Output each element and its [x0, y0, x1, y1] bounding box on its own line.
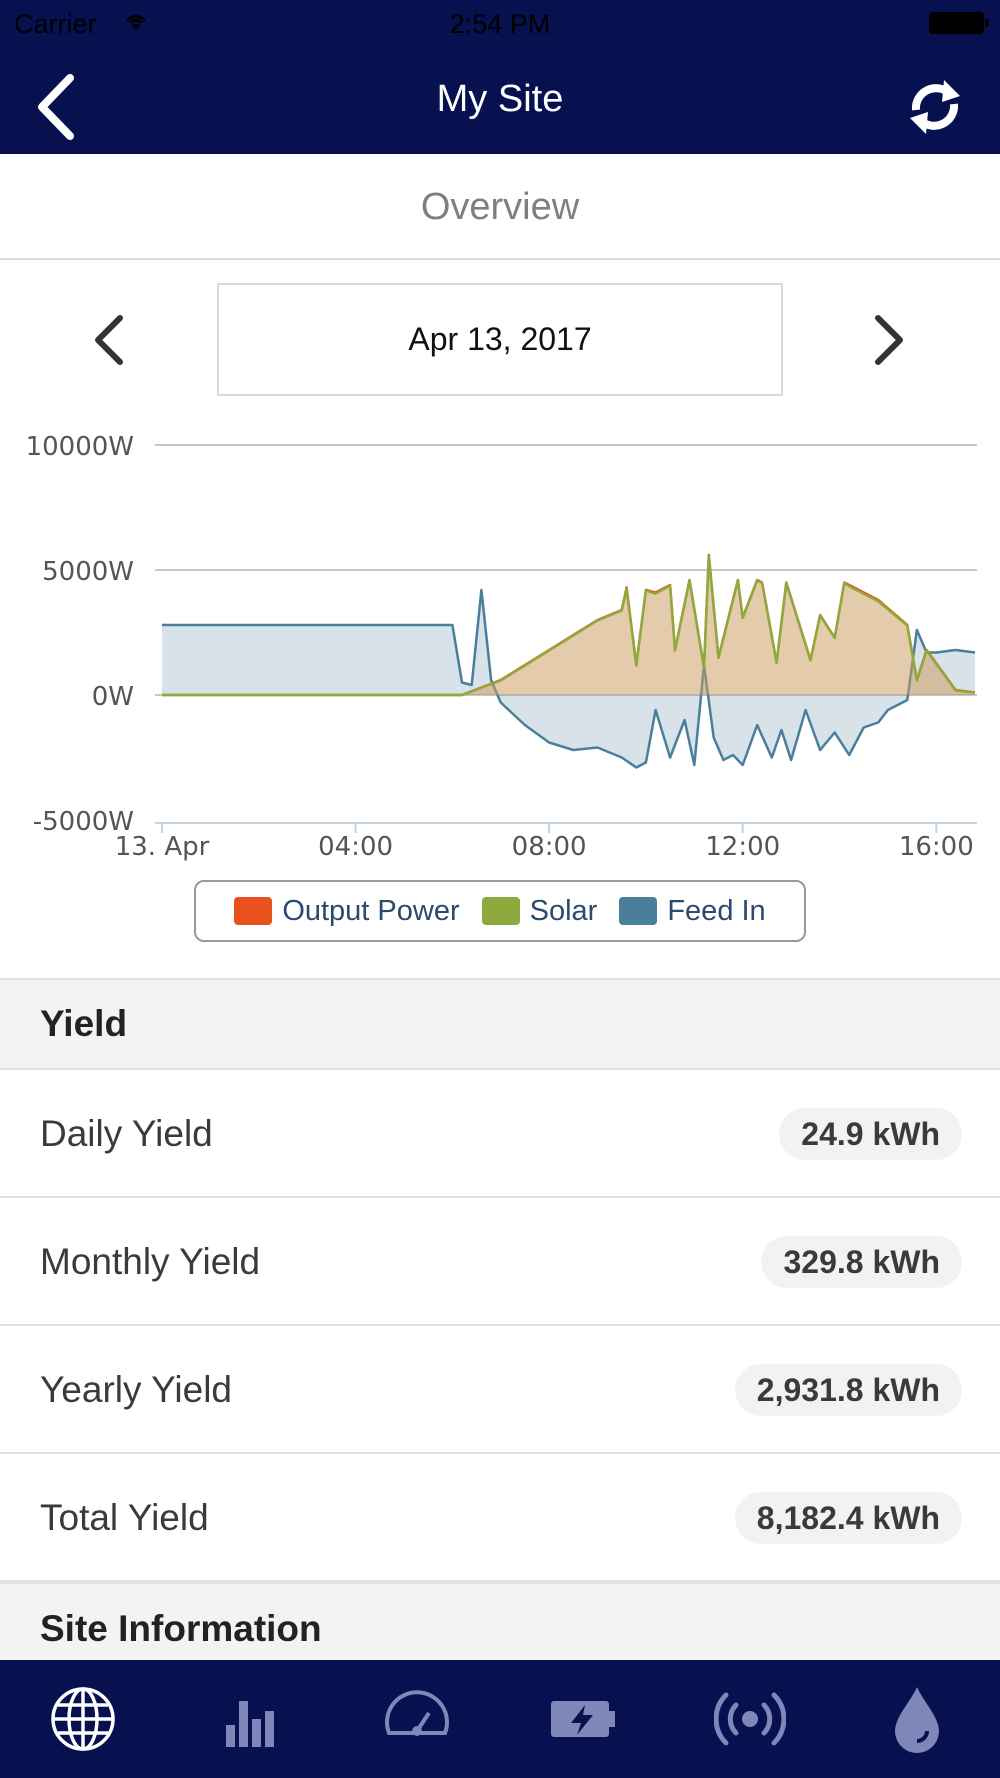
monthly-yield-row: Monthly Yield 329.8 kWh [0, 1198, 1000, 1326]
feed-in-swatch [619, 897, 658, 925]
legend-item-feed-in[interactable]: Feed In [619, 894, 766, 928]
row-value-badge: 329.8 kWh [761, 1236, 962, 1288]
broadcast-icon [714, 1692, 787, 1746]
overview-segment[interactable]: Overview [0, 154, 1000, 260]
chevron-left-icon [95, 315, 123, 365]
gauge-icon [384, 1690, 449, 1736]
y-tick-label: 0W [92, 682, 134, 712]
globe-icon [51, 1687, 116, 1751]
chevron-left-icon [38, 74, 74, 140]
tab-water[interactable] [833, 1660, 1000, 1778]
page-title: My Site [436, 78, 564, 120]
row-label: Monthly Yield [40, 1241, 261, 1282]
y-tick-label: 10000W [26, 432, 134, 462]
row-label: Daily Yield [40, 1113, 213, 1154]
legend-item-output-power[interactable]: Output Power [234, 894, 460, 928]
water-drop-icon [894, 1687, 939, 1753]
bar-chart-icon [226, 1701, 274, 1747]
tab-overview[interactable] [0, 1660, 167, 1778]
chart-legend: Output Power Solar Feed In [194, 880, 806, 942]
y-tick-label: 5000W [42, 557, 134, 587]
legend-label: Solar [529, 894, 598, 927]
yield-section-header: Yield [0, 978, 1000, 1070]
section-title: Yield [40, 1003, 128, 1044]
row-value-badge: 24.9 kWh [779, 1108, 962, 1160]
y-tick-label: -5000W [33, 807, 134, 837]
output-power-swatch [234, 897, 273, 925]
row-label: Yearly Yield [40, 1369, 232, 1410]
legend-label: Output Power [282, 894, 460, 927]
row-label: Total Yield [40, 1497, 209, 1538]
previous-day-button[interactable] [86, 312, 136, 368]
series-line-feed-in [162, 588, 976, 769]
date-picker-field[interactable]: Apr 13, 2017 [217, 283, 783, 396]
series-area-solar [162, 556, 975, 695]
refresh-icon [910, 80, 960, 134]
section-title: Site Information [40, 1608, 322, 1649]
series-area-output-power [162, 555, 975, 695]
solar-swatch [481, 897, 520, 925]
legend-label: Feed In [667, 894, 766, 927]
yearly-yield-row: Yearly Yield 2,931.8 kWh [0, 1326, 1000, 1454]
row-value-badge: 8,182.4 kWh [734, 1492, 962, 1544]
series-area-feed-in [162, 590, 975, 768]
top-navigation-bar: Carrier 2:54 PM My Site [0, 0, 1000, 154]
back-button[interactable] [30, 70, 90, 144]
series-line-solar [162, 555, 976, 697]
daily-yield-row: Daily Yield 24.9 kWh [0, 1070, 1000, 1198]
battery-status-icon [929, 12, 989, 34]
site-information-section-header: Site Information [0, 1582, 1000, 1660]
x-tick-label: 13. Apr [115, 832, 210, 862]
next-day-button[interactable] [864, 312, 914, 368]
status-bar: Carrier 2:54 PM [0, 0, 1000, 46]
x-tick-label: 08:00 [512, 832, 587, 862]
battery-icon [551, 1701, 616, 1737]
carrier-label: Carrier [14, 9, 97, 39]
clock-label: 2:54 PM [449, 9, 551, 39]
tab-statistics[interactable] [167, 1660, 334, 1778]
x-tick-label: 16:00 [899, 832, 974, 862]
tab-gauge[interactable] [333, 1660, 500, 1778]
total-yield-row: Total Yield 8,182.4 kWh [0, 1454, 1000, 1582]
x-tick-label: 12:00 [705, 832, 780, 862]
refresh-button[interactable] [904, 70, 966, 144]
tab-battery[interactable] [500, 1660, 667, 1778]
x-tick-label: 04:00 [318, 832, 393, 862]
tab-communication[interactable] [667, 1660, 834, 1778]
power-chart: 10000W 5000W 0W -5000W 13. Apr 04:00 08:00 12:0… [0, 420, 1000, 960]
chevron-right-icon [875, 315, 903, 365]
legend-item-solar[interactable]: Solar [481, 894, 598, 928]
row-value-badge: 2,931.8 kWh [734, 1364, 962, 1416]
wifi-icon [126, 15, 146, 30]
bottom-tab-bar [0, 1660, 1000, 1778]
